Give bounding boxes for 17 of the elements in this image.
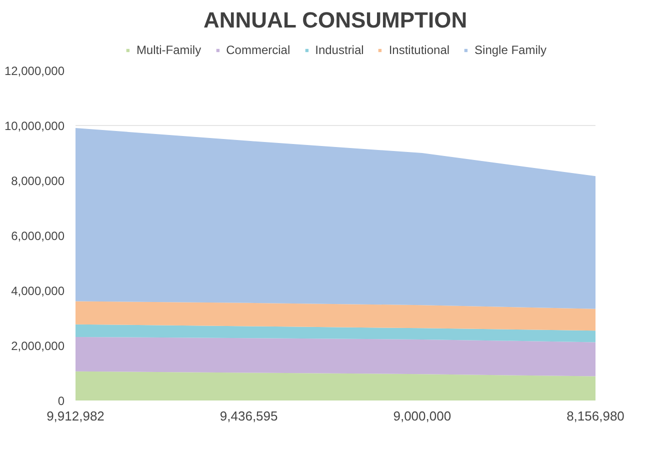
x-tick-label: 9,436,595 bbox=[220, 408, 278, 424]
x-tick-label: 8,156,980 bbox=[566, 408, 624, 424]
y-tick-label: 10,000,000 bbox=[4, 119, 65, 133]
y-tick-label: 12,000,000 bbox=[4, 64, 65, 78]
y-tick-label: 0 bbox=[58, 394, 65, 408]
chart-title: ANNUAL CONSUMPTION bbox=[204, 8, 468, 32]
x-tick-label: 9,912,982 bbox=[46, 408, 104, 424]
legend-label: Multi-Family bbox=[136, 42, 202, 56]
x-tick-label: 9,000,000 bbox=[393, 408, 452, 424]
legend-label: Commercial bbox=[226, 42, 290, 56]
legend-label: Industrial bbox=[315, 42, 364, 56]
legend-label: Single Family bbox=[474, 42, 547, 56]
legend-label: Institutional bbox=[388, 42, 450, 56]
y-tick-label: 4,000,000 bbox=[11, 284, 65, 298]
y-tick-label: 2,000,000 bbox=[11, 339, 65, 353]
y-tick-label: 6,000,000 bbox=[11, 229, 65, 243]
y-tick-label: 8,000,000 bbox=[11, 174, 65, 188]
